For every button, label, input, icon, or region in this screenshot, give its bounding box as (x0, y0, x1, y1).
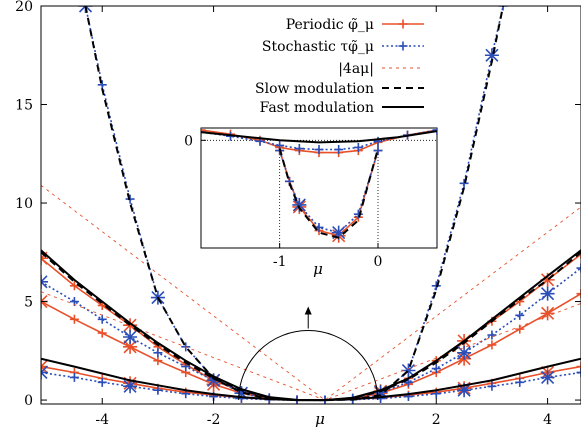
y-tick-label: 10 (15, 196, 33, 212)
y-tick-label: 0 (24, 393, 33, 409)
y-tick-label: 20 (15, 0, 33, 15)
data-point-periodic-1-18 (541, 306, 555, 320)
legend-label-periodic: Periodic φ̃_μ (286, 17, 374, 33)
inset-x-tick-label: 0 (374, 254, 383, 270)
x-tick-label: 2 (432, 412, 441, 428)
y-tick-label: 15 (15, 98, 33, 114)
data-point-stochastic-0-18 (541, 287, 555, 301)
legend-label-fast-modulation: Fast modulation (260, 100, 374, 116)
legend-label-slow-modulation: Slow modulation (255, 81, 374, 97)
inset-x-axis-label: μ (313, 260, 323, 278)
y-tick-label: 5 (24, 295, 33, 311)
legend: Periodic φ̃_μ Stochastic τφ̃_μ |4aμ| Slo… (248, 12, 426, 118)
x-tick-label: 4 (543, 412, 552, 428)
x-axis-label: μ (315, 410, 325, 428)
x-tick-label: -2 (207, 412, 221, 428)
inset-y-tick-label: 0 (184, 133, 193, 149)
data-point-stochastic-1-18 (541, 370, 555, 384)
x-tick-label: -4 (95, 412, 109, 428)
inset-x-tick-label: -1 (273, 254, 287, 270)
legend-label-stochastic: Stochastic τφ̃_μ (262, 39, 374, 55)
inset-point-stochastic-3-2 (292, 198, 306, 212)
data-point-stochastic-0-15 (457, 346, 471, 360)
legend-label-asymptote: |4aμ| (338, 61, 374, 77)
data-point-stochastic-0-3 (123, 330, 137, 344)
